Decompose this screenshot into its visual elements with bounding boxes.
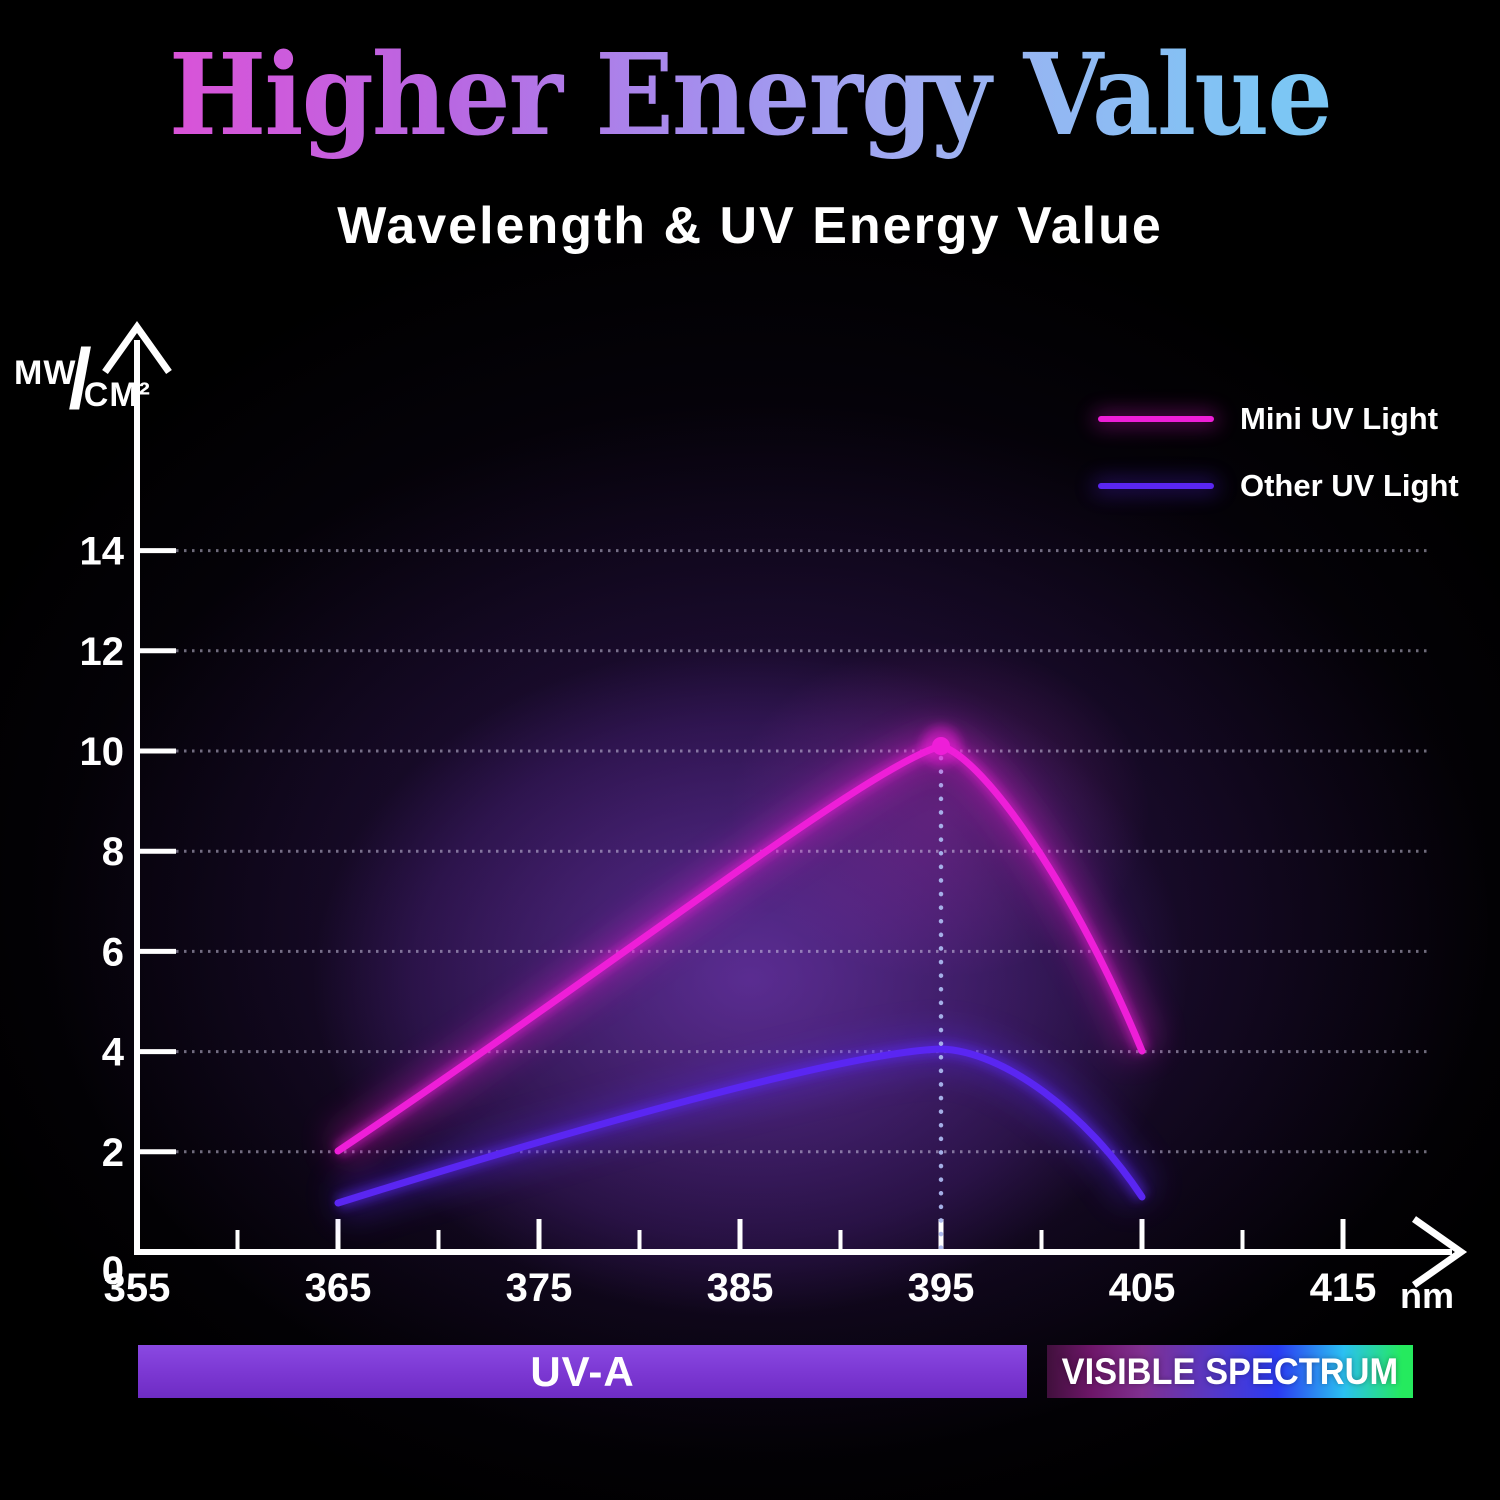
legend-line-other-uv-icon: [1098, 483, 1214, 489]
x-tick-label: 415: [1310, 1266, 1377, 1310]
grid-layer: [137, 548, 1428, 1252]
visible-bar-label: VISIBLE SPECTRUM: [1061, 1350, 1399, 1392]
page-subtitle: Wavelength & UV Energy Value: [337, 197, 1163, 255]
x-tick-label: 365: [305, 1266, 372, 1310]
y-tick-label: 0: [102, 1249, 124, 1293]
y-tick-label: 12: [80, 630, 125, 674]
y-unit-numerator: MW: [14, 354, 77, 393]
y-tick-label: 14: [80, 530, 125, 574]
legend-label: Other UV Light: [1240, 468, 1459, 503]
x-tick-label: 405: [1109, 1266, 1176, 1310]
x-tick-label: 385: [707, 1266, 774, 1310]
y-tick-label: 2: [102, 1131, 124, 1175]
y-unit-slash: /: [68, 332, 92, 426]
legend: Mini UV Light Other UV Light: [1098, 400, 1459, 534]
x-axis-arrow-icon: [1411, 1216, 1468, 1288]
y-tick-label: 6: [102, 930, 124, 974]
y-tick-label: 4: [102, 1031, 125, 1075]
x-axis-unit-label: nm: [1400, 1275, 1454, 1316]
x-tick-label: 395: [908, 1266, 975, 1310]
x-tick-label: 355: [104, 1266, 171, 1310]
legend-line-mini-uv-icon: [1098, 416, 1214, 422]
y-tick-label: 10: [80, 730, 125, 774]
page-title: Higher Energy Value: [60, 26, 1440, 166]
legend-label: Mini UV Light: [1240, 401, 1439, 436]
uva-bar-label: UV-A: [530, 1347, 635, 1395]
y-tick-label: 8: [102, 830, 124, 874]
legend-item-mini-uv: Mini UV Light: [1098, 400, 1459, 438]
legend-item-other-uv: Other UV Light: [1098, 467, 1459, 505]
uva-spectrum-bar: UV-A: [138, 1345, 1027, 1398]
y-axis-arrow-icon: [102, 320, 172, 375]
x-tick-label: 375: [506, 1266, 573, 1310]
peak-marker-dot: [932, 737, 950, 755]
tick-label-layer: 0 2 4 6 8 10 12 14 355 365 375 385 395 405 415: [80, 530, 1377, 1310]
visible-spectrum-bar: VISIBLE SPECTRUM: [1047, 1345, 1413, 1398]
